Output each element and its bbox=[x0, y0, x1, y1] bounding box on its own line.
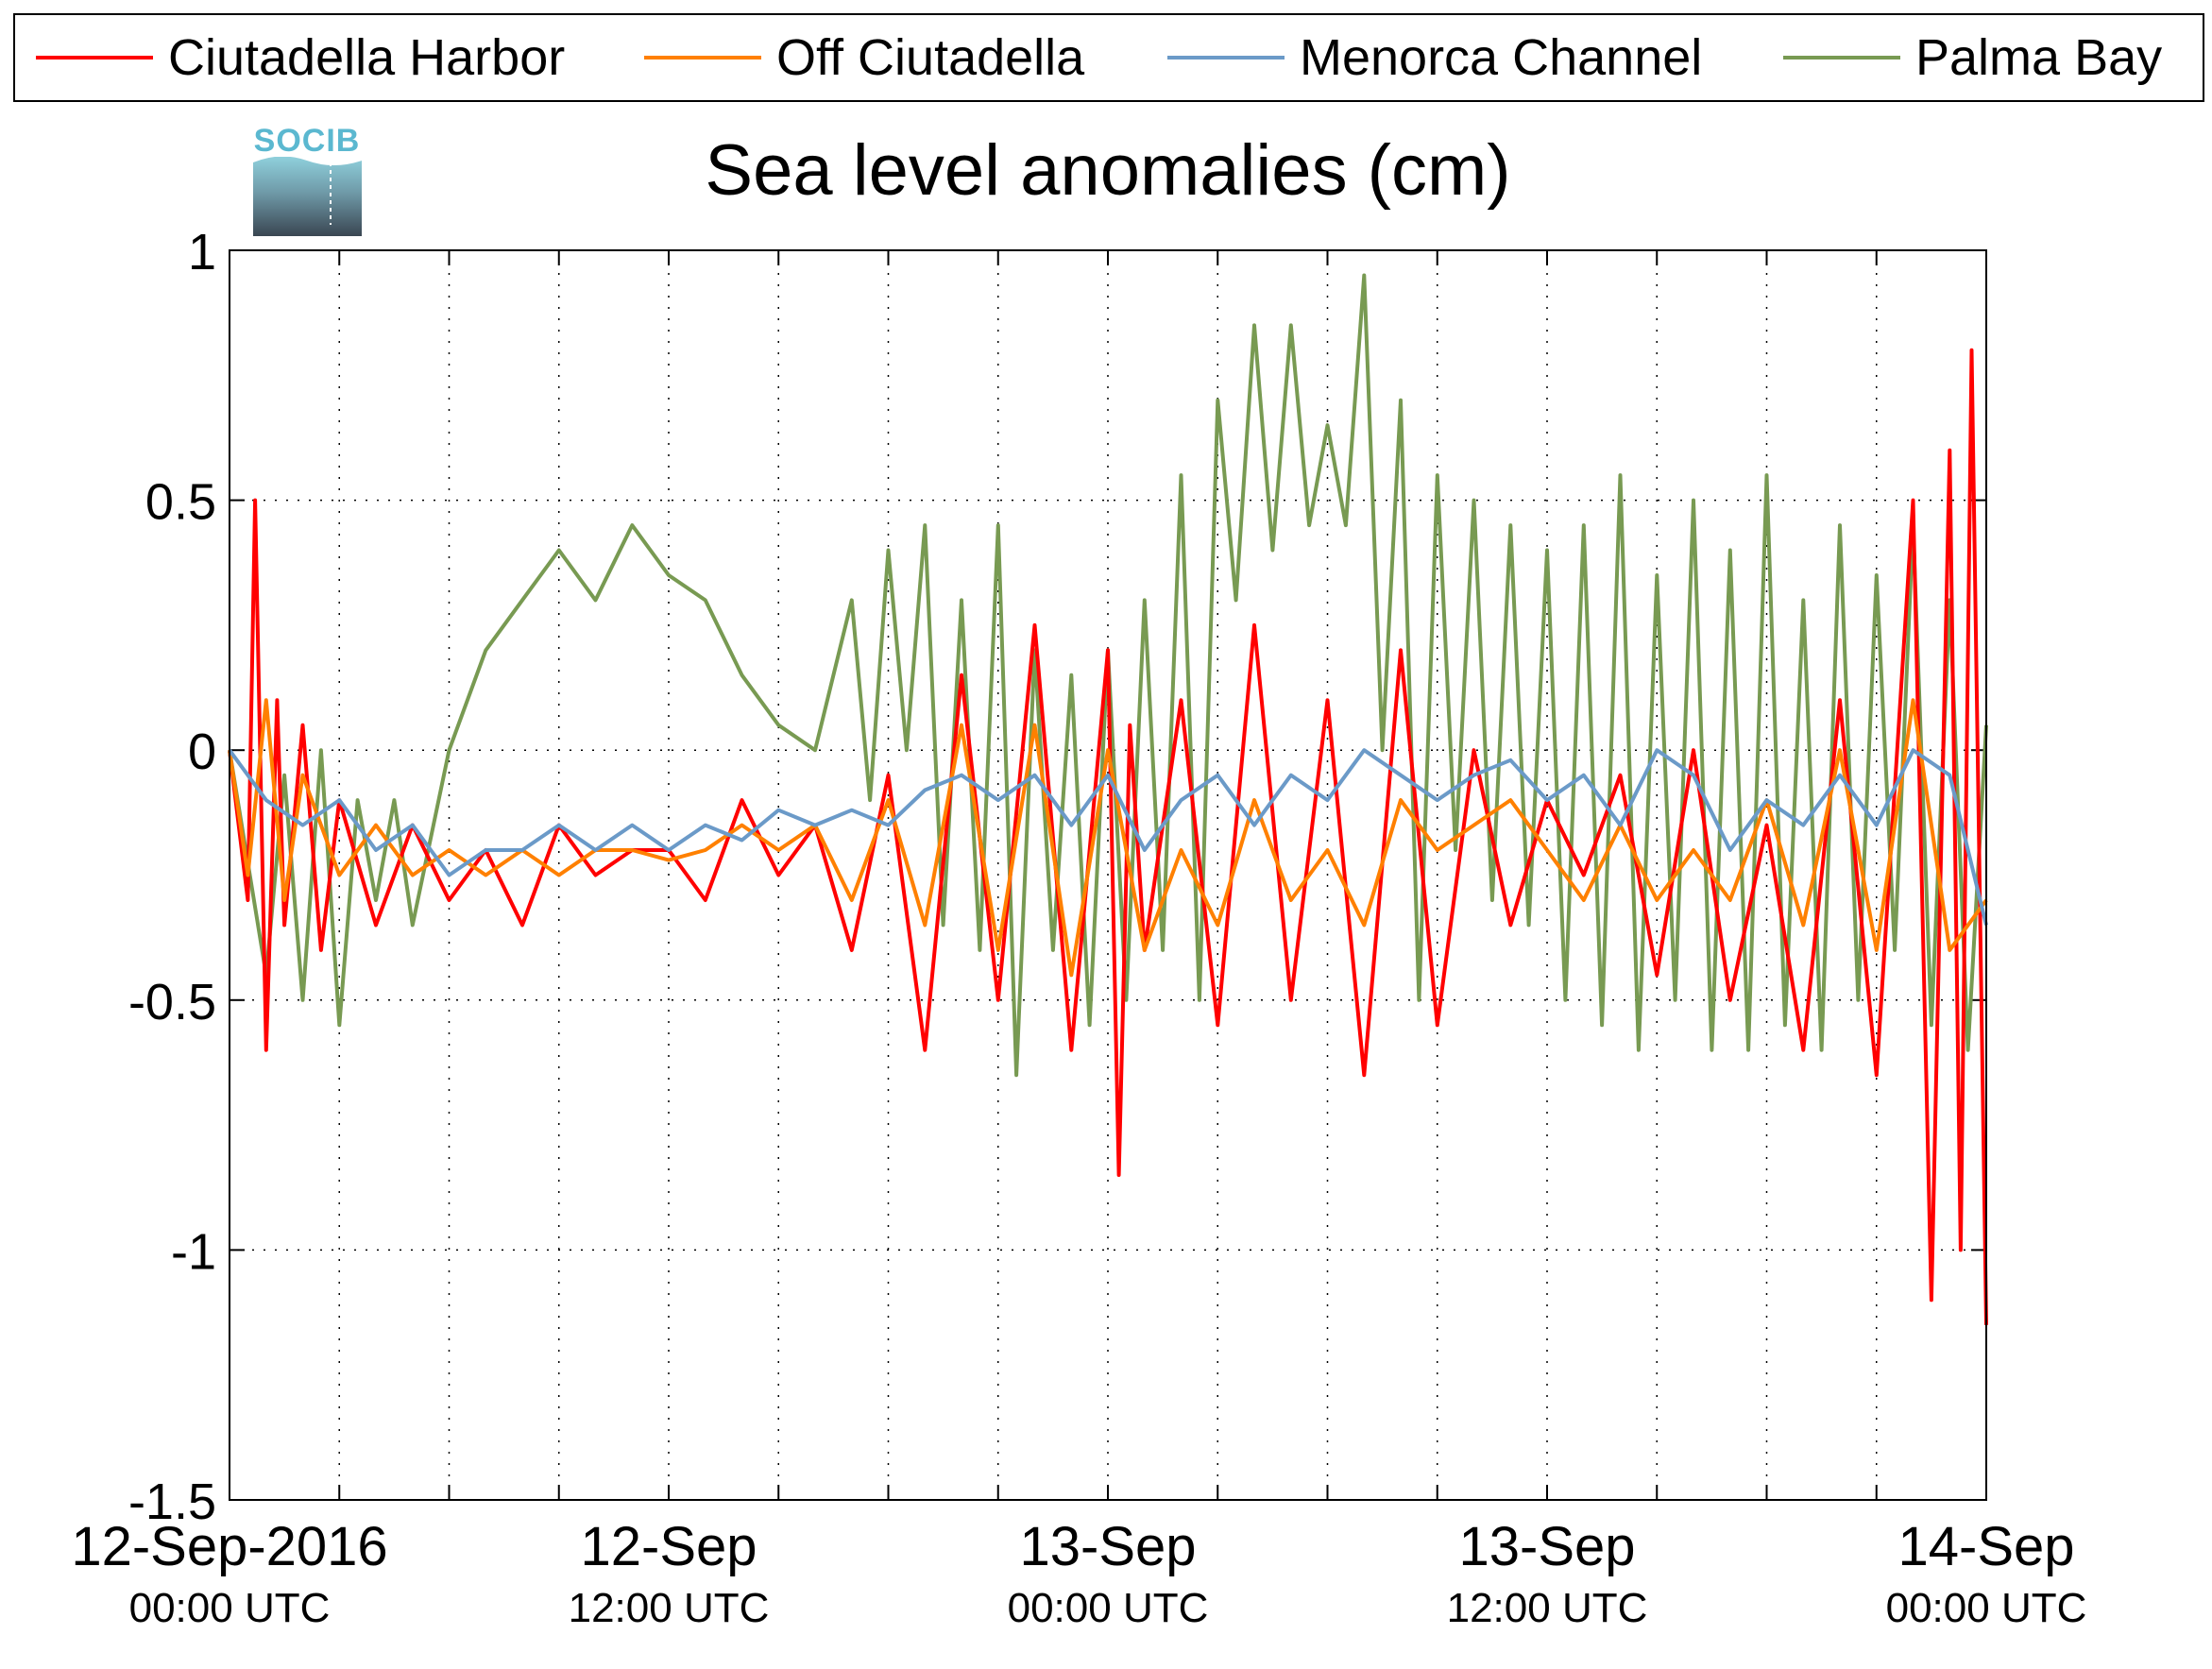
socib-logo-text: SOCIB bbox=[254, 123, 361, 159]
y-tick-label: -1 bbox=[171, 1223, 216, 1280]
legend-label-menorca-channel: Menorca Channel bbox=[1300, 29, 1702, 86]
chart-title: Sea level anomalies (cm) bbox=[705, 130, 1510, 211]
x-tick-date-label: 13-Sep bbox=[1019, 1516, 1196, 1577]
legend-label-ciutadella-harbor: Ciutadella Harbor bbox=[168, 29, 565, 86]
x-tick-time-label: 12:00 UTC bbox=[1447, 1585, 1648, 1631]
x-tick-date-label: 14-Sep bbox=[1897, 1516, 2074, 1577]
series-line-palma-bay bbox=[228, 273, 1988, 1078]
legend-entry-palma-bay: Palma Bay bbox=[1783, 29, 2162, 86]
y-tick-label: 0.5 bbox=[145, 474, 216, 531]
x-tick-time-label: 12:00 UTC bbox=[569, 1585, 770, 1631]
x-tick-time-label: 00:00 UTC bbox=[1008, 1585, 1209, 1631]
legend: Ciutadella Harbor Off Ciutadella Menorca… bbox=[13, 13, 2204, 102]
x-tick-time-label: 00:00 UTC bbox=[1886, 1585, 2087, 1631]
socib-logo-wave bbox=[253, 157, 362, 236]
legend-entry-ciutadella-harbor: Ciutadella Harbor bbox=[36, 29, 565, 86]
y-tick-label: 0 bbox=[188, 724, 216, 780]
x-axis-tick-labels: 12-Sep-2016 00:00 UTC 12-Sep 12:00 UTC 13-Se… bbox=[71, 1516, 2086, 1631]
socib-logo-crest bbox=[253, 156, 362, 165]
socib-logo: SOCIB bbox=[253, 123, 362, 236]
x-tick-date-label: 12-Sep-2016 bbox=[71, 1516, 387, 1577]
legend-label-palma-bay: Palma Bay bbox=[1915, 29, 2162, 86]
legend-entry-off-ciutadella: Off Ciutadella bbox=[644, 29, 1085, 86]
series-line-menorca-channel bbox=[228, 748, 1988, 926]
x-tick-time-label: 00:00 UTC bbox=[129, 1585, 331, 1631]
legend-label-off-ciutadella: Off Ciutadella bbox=[776, 29, 1085, 86]
y-axis-tick-labels: -1.5 -1 -0.5 0 0.5 1 bbox=[128, 224, 216, 1530]
series-layer bbox=[228, 273, 1988, 1325]
y-tick-label: -1.5 bbox=[128, 1473, 216, 1530]
plot-border bbox=[229, 249, 1987, 1501]
plot-area bbox=[228, 249, 1988, 1501]
y-tick-label: 1 bbox=[188, 224, 216, 281]
series-line-off-ciutadella bbox=[228, 698, 1988, 978]
y-tick-label: -0.5 bbox=[128, 974, 216, 1030]
x-tick-date-label: 13-Sep bbox=[1458, 1516, 1635, 1577]
legend-entry-menorca-channel: Menorca Channel bbox=[1167, 29, 1702, 86]
x-tick-date-label: 12-Sep bbox=[580, 1516, 757, 1577]
